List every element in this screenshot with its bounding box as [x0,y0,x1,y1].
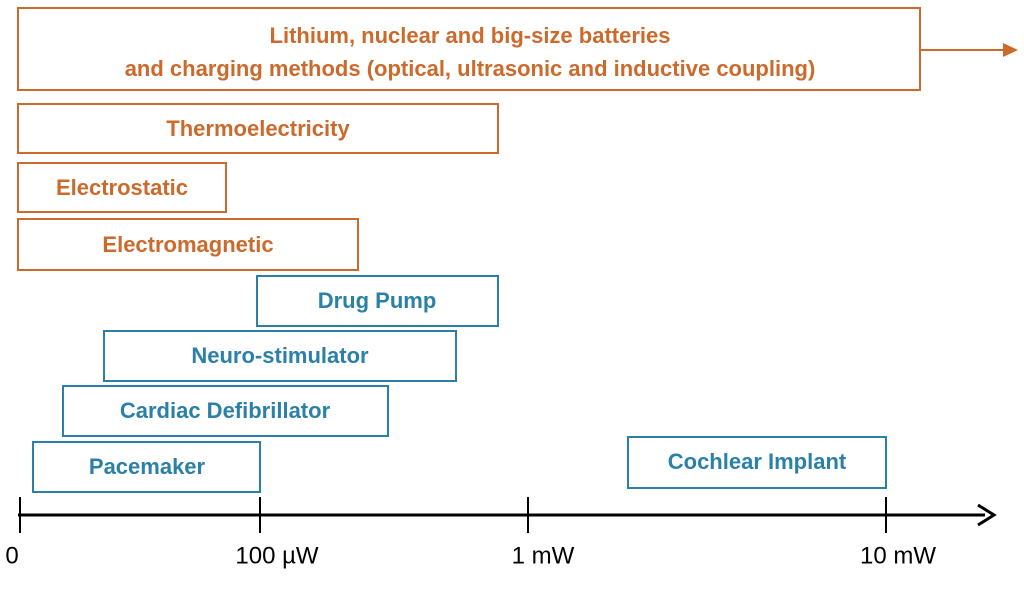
device-label: Drug Pump [318,288,437,313]
source-box [17,162,227,213]
device-label: Cardiac Defibrillator [120,398,331,423]
device-label: Neuro-stimulator [191,343,369,368]
device-label: Cochlear Implant [668,449,847,474]
devices: Drug Pump Neuro-stimulator Cardiac Defib… [32,275,887,493]
source-label: Thermoelectricity [166,116,350,141]
source-label: and charging methods (optical, ultrasoni… [125,56,816,81]
device-box [256,275,499,327]
device-label: Pacemaker [89,454,206,479]
tick-label: 1 mW [512,542,575,569]
arrow-head [1003,43,1018,57]
source-label: Electromagnetic [102,232,273,257]
source-box [17,103,499,154]
energy-sources: Lithium, nuclear and big-size batteries … [17,7,1018,271]
device-box [627,436,887,489]
source-label: Electrostatic [56,175,188,200]
axis: 0 100 µW 1 mW 10 mW [5,497,997,569]
device-box [103,330,457,382]
tick-label: 100 µW [235,542,319,569]
source-box [17,218,359,271]
tick-label: 10 mW [860,542,936,569]
device-box [32,441,261,493]
device-box [62,385,389,437]
source-label: Lithium, nuclear and big-size batteries [270,23,671,48]
axis-arrow [977,503,997,527]
tick-label: 0 [5,542,18,569]
